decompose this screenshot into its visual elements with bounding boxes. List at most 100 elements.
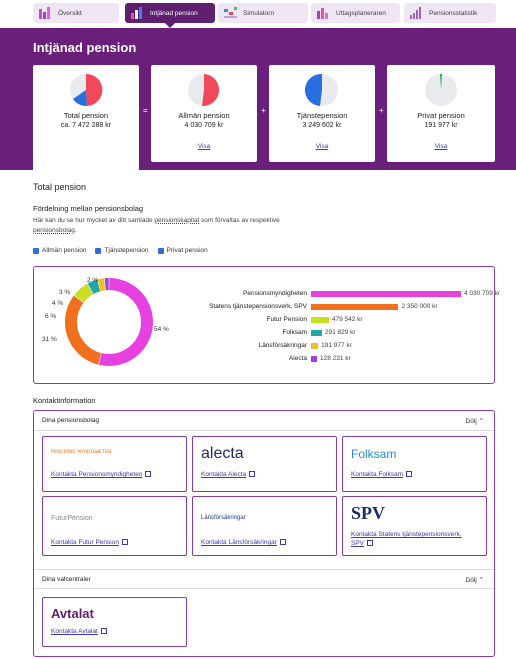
bar-value-label: 291 829 kr	[324, 329, 356, 336]
link-label: Kontakta Folksam	[351, 471, 404, 478]
card-title: Total pension	[63, 111, 109, 120]
privat-pie-icon	[425, 73, 457, 106]
link-label: Kontakta Pensionsmyndigheten	[51, 471, 143, 478]
desc-text: .	[74, 227, 77, 234]
tab-uttagsplaneraren[interactable]: Uttagsplaneraren	[311, 3, 400, 23]
summary-header: Intjänad pension Total pension ca. 7 472…	[0, 28, 516, 180]
overview-icon	[39, 7, 53, 19]
pension-type-filters: Allmän pension Tjänstepension Privat pen…	[33, 247, 208, 254]
group-title: Dina valcentraler	[42, 576, 91, 583]
tab-label: Uttagsplaneraren	[336, 9, 386, 17]
link-label: Kontakta Futur Pension	[51, 539, 119, 546]
allman-pie-icon	[188, 74, 220, 107]
group-title: Dina pensionsbolag	[42, 417, 100, 424]
donut-label: 6 %	[45, 313, 57, 320]
bar-label: Alecta	[288, 355, 307, 362]
external-link-icon	[121, 539, 128, 545]
contact-link[interactable]: Kontakta Statens tjänstepensionsverk, SPV	[351, 530, 462, 548]
bar	[311, 291, 461, 297]
company-card: FuturPension Kontakta Futur Pension	[42, 496, 187, 556]
folksam-logo: Folksam	[351, 447, 397, 461]
pensionskapital-link[interactable]: pensionskapital	[154, 217, 200, 224]
bar	[311, 317, 329, 323]
total-pie-icon	[70, 73, 103, 107]
tab-label: Översikt	[58, 9, 82, 17]
bar-label: Folksam	[282, 329, 307, 336]
toggle-label: Dölj	[465, 418, 477, 425]
toggle-label: Dölj	[465, 577, 477, 584]
checkbox-checked-icon[interactable]	[157, 247, 164, 254]
filter-tjanstepension[interactable]: Tjänstepension	[95, 247, 149, 254]
filter-privat-pension[interactable]: Privat pension	[157, 247, 208, 254]
alecta-logo: alecta	[201, 445, 244, 462]
earned-pension-icon	[131, 7, 145, 19]
tab-intjanad-pension[interactable]: Intjänad pension	[125, 3, 215, 28]
filter-label: Privat pension	[166, 247, 208, 254]
contact-link[interactable]: Kontakta Länsförsäkringar	[201, 539, 286, 546]
bar-value-label: 4 030 709 kr	[464, 290, 501, 297]
lansforsakringar-logo: Länsförsäkringar	[201, 515, 246, 521]
donut-label: 54 %	[154, 326, 169, 333]
card-value: 4 030 709 kr	[184, 122, 224, 129]
desc-text: Här kan du se hur mycket av ditt samlade	[33, 217, 155, 224]
filter-allman-pension[interactable]: Allmän pension	[33, 247, 86, 254]
bar	[311, 330, 322, 336]
checkbox-checked-icon[interactable]	[33, 247, 39, 254]
link-label: Kontakta Avtalat	[51, 628, 98, 635]
tab-oversikt[interactable]: Översikt	[33, 3, 119, 23]
pensionsmyndigheten-logo: PENSIONS MYNDIGHETEN	[51, 449, 112, 455]
company-card: Länsförsäkringar Kontakta Länsförsäkring…	[192, 496, 337, 556]
external-link-icon	[100, 628, 107, 634]
top-tabs: Översikt Intjänad pension Simulatorn Utt…	[0, 0, 516, 28]
valcentral-card: Avtalat Kontakta Avtalat	[42, 597, 187, 647]
bar-label: Futur Pension	[266, 316, 307, 323]
card-title: Tjänstepension	[296, 111, 348, 120]
visa-link[interactable]: Visa	[197, 143, 211, 150]
group-header: Dina valcentraler Dölj ⌃	[34, 569, 494, 589]
contacts-title: Kontaktinformation	[33, 396, 96, 405]
avtalat-logo: Avtalat	[51, 606, 94, 621]
contact-link[interactable]: Kontakta Folksam	[351, 471, 413, 478]
distribution-chart: 54 % 31 % 6 % 4 % 3 % 2 % Pensionsmyndig…	[33, 266, 500, 384]
visa-link[interactable]: Visa	[434, 143, 448, 150]
collapse-toggle[interactable]: Dölj ⌃	[466, 417, 484, 425]
external-link-icon	[279, 539, 286, 545]
contact-link[interactable]: Kontakta Futur Pension	[51, 539, 128, 546]
futur-pension-logo: FuturPension	[51, 515, 93, 522]
pensionsbolag-link[interactable]: pensionsbolag	[33, 227, 75, 234]
donut-label: 2 %	[87, 277, 99, 284]
contact-link[interactable]: Kontakta Alecta	[201, 471, 256, 478]
tab-pensionsstatistik[interactable]: Pensionsstatistik	[404, 3, 496, 23]
external-link-icon	[367, 540, 374, 546]
card-value: 3 249 602 kr	[302, 122, 342, 129]
tab-label: Pensionsstatistik	[429, 9, 478, 17]
donut-label: 4 %	[52, 300, 64, 307]
card-total-pension: Total pension ca. 7 472 288 kr	[33, 65, 139, 180]
collapse-toggle[interactable]: Dölj ⌃	[466, 576, 484, 584]
external-link-icon	[406, 471, 413, 477]
checkbox-checked-icon[interactable]	[95, 247, 102, 254]
tab-simulatorn[interactable]: Simulatorn	[218, 3, 308, 23]
bar	[311, 304, 399, 310]
section-title: Total pension	[33, 182, 87, 192]
contact-link[interactable]: Kontakta Avtalat	[51, 628, 107, 635]
card-allman-pension: Allmän pension 4 030 709 kr Visa	[151, 65, 257, 162]
withdrawal-planner-icon	[317, 7, 331, 19]
contact-link[interactable]: Kontakta Pensionsmyndigheten	[51, 471, 152, 478]
card-title: Privat pension	[417, 111, 465, 120]
card-title: Allmän pension	[178, 111, 230, 120]
bar-value-label: 191 977 kr	[321, 342, 352, 349]
company-card: SPV Kontakta Statens tjänstepensionsverk…	[342, 496, 487, 556]
statistics-icon	[410, 7, 424, 19]
tab-label: Simulatorn	[243, 9, 275, 17]
company-card: PENSIONS MYNDIGHETEN Kontakta Pensionsmy…	[42, 436, 187, 492]
contacts-panel: Dina pensionsbolag Dölj ⌃ PENSIONS MYNDI…	[33, 410, 495, 657]
plus-operator: +	[379, 106, 384, 115]
visa-link[interactable]: Visa	[315, 143, 329, 150]
page-title: Intjänad pension	[33, 40, 137, 55]
bar-label: Pensionsmyndigheten	[243, 290, 307, 297]
bar-value-label: 479 542 kr	[331, 316, 363, 323]
bar	[311, 356, 317, 362]
bar-value-label: 2 350 000 kr	[401, 303, 438, 310]
bar-value-label: 128 231 kr	[320, 355, 351, 362]
